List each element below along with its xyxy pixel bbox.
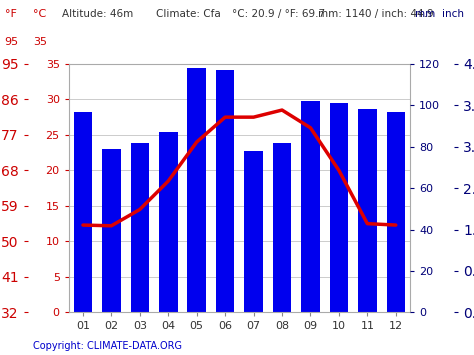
Bar <box>159 132 177 312</box>
Text: mm: mm <box>415 9 435 19</box>
Text: Climate: Cfa: Climate: Cfa <box>156 9 221 19</box>
Bar <box>130 143 149 312</box>
Bar <box>102 149 120 312</box>
Bar <box>244 151 263 312</box>
Bar <box>187 68 206 312</box>
Text: 95: 95 <box>5 37 19 47</box>
Bar <box>301 101 319 312</box>
Bar <box>329 103 348 312</box>
Text: inch: inch <box>442 9 464 19</box>
Text: °C: 20.9 / °F: 69.7: °C: 20.9 / °F: 69.7 <box>232 9 325 19</box>
Bar <box>216 70 234 312</box>
Text: Copyright: CLIMATE-DATA.ORG: Copyright: CLIMATE-DATA.ORG <box>33 342 182 351</box>
Text: 35: 35 <box>33 37 47 47</box>
Bar <box>73 111 92 312</box>
Bar <box>273 143 291 312</box>
Text: °F: °F <box>5 9 17 19</box>
Bar <box>386 111 405 312</box>
Bar <box>358 109 376 312</box>
Text: mm: 1140 / inch: 44.9: mm: 1140 / inch: 44.9 <box>318 9 433 19</box>
Text: Altitude: 46m: Altitude: 46m <box>62 9 133 19</box>
Text: °C: °C <box>33 9 46 19</box>
